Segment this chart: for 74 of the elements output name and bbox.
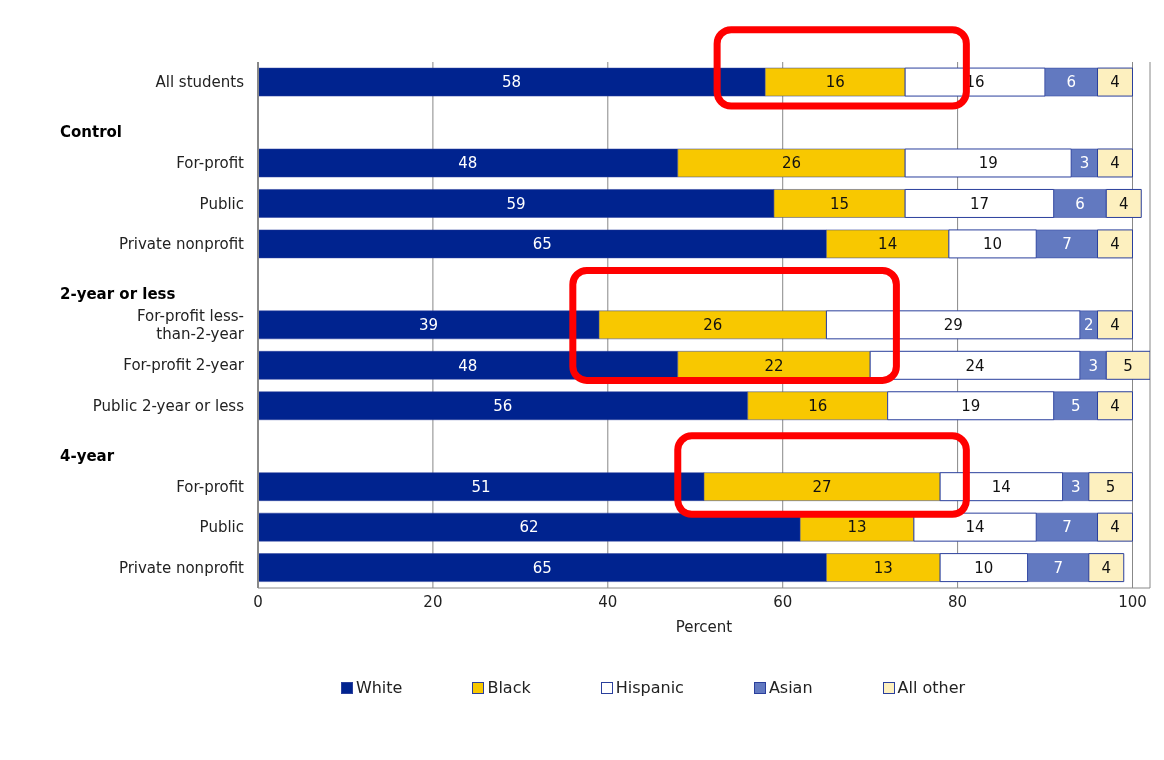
data-label: 26 xyxy=(781,154,801,173)
y-tick-label: All students xyxy=(155,73,245,92)
data-label: 4 xyxy=(1110,235,1120,254)
data-label: 10 xyxy=(983,235,1003,254)
y-tick-label: For-profit xyxy=(176,154,245,173)
legend-label: Hispanic xyxy=(614,678,684,697)
legend-label: Asian xyxy=(767,678,813,697)
data-label: 24 xyxy=(965,356,985,375)
data-label: 27 xyxy=(812,478,832,497)
x-tick-label: 20 xyxy=(423,592,443,611)
data-label: 62 xyxy=(519,518,539,537)
data-label: 29 xyxy=(943,316,963,335)
text: 4-year xyxy=(60,446,115,465)
y-tick-label: Private nonprofit xyxy=(118,235,245,254)
data-label: 4 xyxy=(1110,316,1120,335)
data-label: 16 xyxy=(825,73,845,92)
data-label: 6 xyxy=(1075,194,1085,213)
y-tick-label: Public 2-year or less xyxy=(92,396,245,415)
data-label: 65 xyxy=(532,235,552,254)
data-label: 15 xyxy=(830,194,850,213)
data-label: 5 xyxy=(1105,478,1116,497)
text: 2-year or less xyxy=(60,284,176,303)
data-label: 14 xyxy=(878,235,898,254)
data-label: 13 xyxy=(847,518,867,537)
data-label: 6 xyxy=(1066,73,1077,92)
x-tick-label: 40 xyxy=(598,592,618,611)
y-tick-label: Private nonprofit xyxy=(118,558,245,577)
data-label: 13 xyxy=(873,558,893,577)
text: Control xyxy=(60,122,123,141)
data-label: 26 xyxy=(703,316,723,335)
y-tick-label: For-profit xyxy=(176,477,245,496)
data-label: 4 xyxy=(1110,73,1120,92)
data-label: 17 xyxy=(969,194,990,213)
data-label: 3 xyxy=(1079,154,1090,173)
legend-label: All other xyxy=(896,678,966,697)
data-label: 4 xyxy=(1110,397,1120,416)
data-label: 48 xyxy=(458,154,478,173)
data-label: 16 xyxy=(808,397,828,416)
legend-label: Black xyxy=(486,678,531,697)
y-tick-label: For-profit less-than-2-year xyxy=(137,307,245,343)
data-label: 19 xyxy=(961,397,981,416)
data-label: 2 xyxy=(1084,316,1094,335)
data-label: 7 xyxy=(1053,558,1063,577)
data-label: 58 xyxy=(502,73,522,92)
data-label: 5 xyxy=(1070,397,1081,416)
data-label: 5 xyxy=(1123,356,1133,375)
legend-label: White xyxy=(354,678,403,697)
data-label: 51 xyxy=(471,478,491,497)
data-label: 39 xyxy=(418,316,439,335)
y-tick-label: For-profit 2-year xyxy=(123,356,245,375)
x-tick-label: 80 xyxy=(948,592,968,611)
x-axis-title: Percent xyxy=(675,618,733,636)
data-label: 3 xyxy=(1070,478,1081,497)
data-label: 7 xyxy=(1062,518,1072,537)
data-label: 3 xyxy=(1088,356,1098,375)
data-label: 59 xyxy=(506,194,526,213)
data-label: 4 xyxy=(1110,154,1120,173)
x-tick-label: 60 xyxy=(773,592,793,611)
x-tick-label: 0 xyxy=(253,592,263,611)
data-label: 65 xyxy=(532,558,552,577)
x-tick-label: 100 xyxy=(1118,592,1147,611)
data-label: 14 xyxy=(991,478,1011,497)
y-tick-label: Public xyxy=(199,518,244,537)
data-label: 10 xyxy=(974,558,994,577)
data-label: 4 xyxy=(1110,518,1120,537)
data-label: 4 xyxy=(1118,194,1129,213)
data-label: 4 xyxy=(1101,558,1112,577)
data-label: 7 xyxy=(1062,235,1072,254)
data-label: 56 xyxy=(493,397,513,416)
data-label: 48 xyxy=(458,356,478,375)
data-label: 19 xyxy=(978,154,998,173)
data-label: 14 xyxy=(965,518,985,537)
y-tick-label: Public xyxy=(199,194,244,213)
data-label: 22 xyxy=(764,356,784,375)
